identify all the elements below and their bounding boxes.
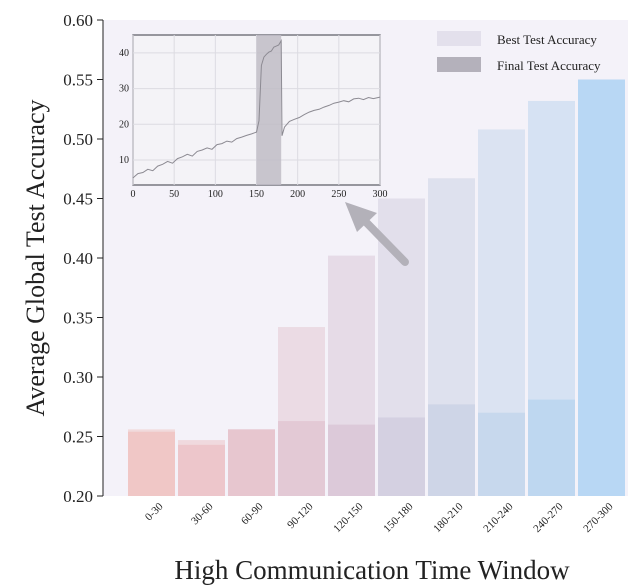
y-tick-label: 0.25 [63, 428, 93, 447]
bar-final-240-270 [528, 399, 575, 496]
inset-x-tick-label: 300 [373, 189, 388, 200]
legend-swatch-best [437, 31, 481, 46]
final-accuracy-bars [128, 79, 625, 496]
bar-final-270-300 [578, 79, 625, 496]
bar-final-180-210 [428, 404, 475, 496]
inset-x-tick-label: 100 [208, 189, 223, 200]
inset-x-tick-label: 50 [169, 189, 179, 200]
y-tick-label: 0.30 [63, 368, 93, 387]
inset-x-tick-label: 150 [249, 189, 264, 200]
inset-y-tick-label: 30 [119, 84, 129, 95]
y-tick-label: 0.20 [63, 487, 93, 506]
y-tick-label: 0.55 [63, 71, 93, 90]
legend-swatch-final [437, 57, 481, 72]
y-tick-label: 0.35 [63, 309, 93, 328]
y-tick-label: 0.45 [63, 190, 93, 209]
bar-final-0-30 [128, 431, 175, 496]
inset-highlight-band [256, 35, 282, 185]
inset-x-tick-label: 250 [331, 189, 346, 200]
y-axis: 0.20 0.25 0.30 0.35 0.40 0.45 0.50 0.55 0.60 [63, 11, 104, 506]
inset-x-tick-label: 200 [290, 189, 305, 200]
y-tick-label: 0.50 [63, 130, 93, 149]
bar-final-60-90 [228, 429, 275, 496]
bar-final-120-150 [328, 424, 375, 496]
bar-final-150-180 [378, 417, 425, 496]
x-axis-label: High Communication Time Window [174, 555, 570, 585]
inset-accuracy-line [132, 38, 381, 179]
bar-final-210-240 [478, 412, 525, 496]
y-tick-label: 0.60 [63, 11, 93, 30]
inset-y-tick-label: 10 [119, 155, 129, 166]
inset-line-chart: 0 50 100 150 200 250 300 10 20 30 40 [119, 34, 388, 200]
legend: Best Test Accuracy Final Test Accuracy [437, 31, 601, 73]
bar-final-30-60 [178, 444, 225, 496]
legend-label-final: Final Test Accuracy [497, 58, 601, 73]
inset-x-tick-label: 0 [131, 189, 136, 200]
legend-label-best: Best Test Accuracy [497, 32, 597, 47]
arrow-icon [345, 202, 409, 266]
inset-y-tick-label: 40 [119, 48, 129, 59]
bar-final-90-120 [278, 421, 325, 496]
y-axis-label: Average Global Test Accuracy [21, 99, 50, 416]
y-tick-label: 0.40 [63, 249, 93, 268]
inset-y-tick-label: 20 [119, 119, 129, 130]
